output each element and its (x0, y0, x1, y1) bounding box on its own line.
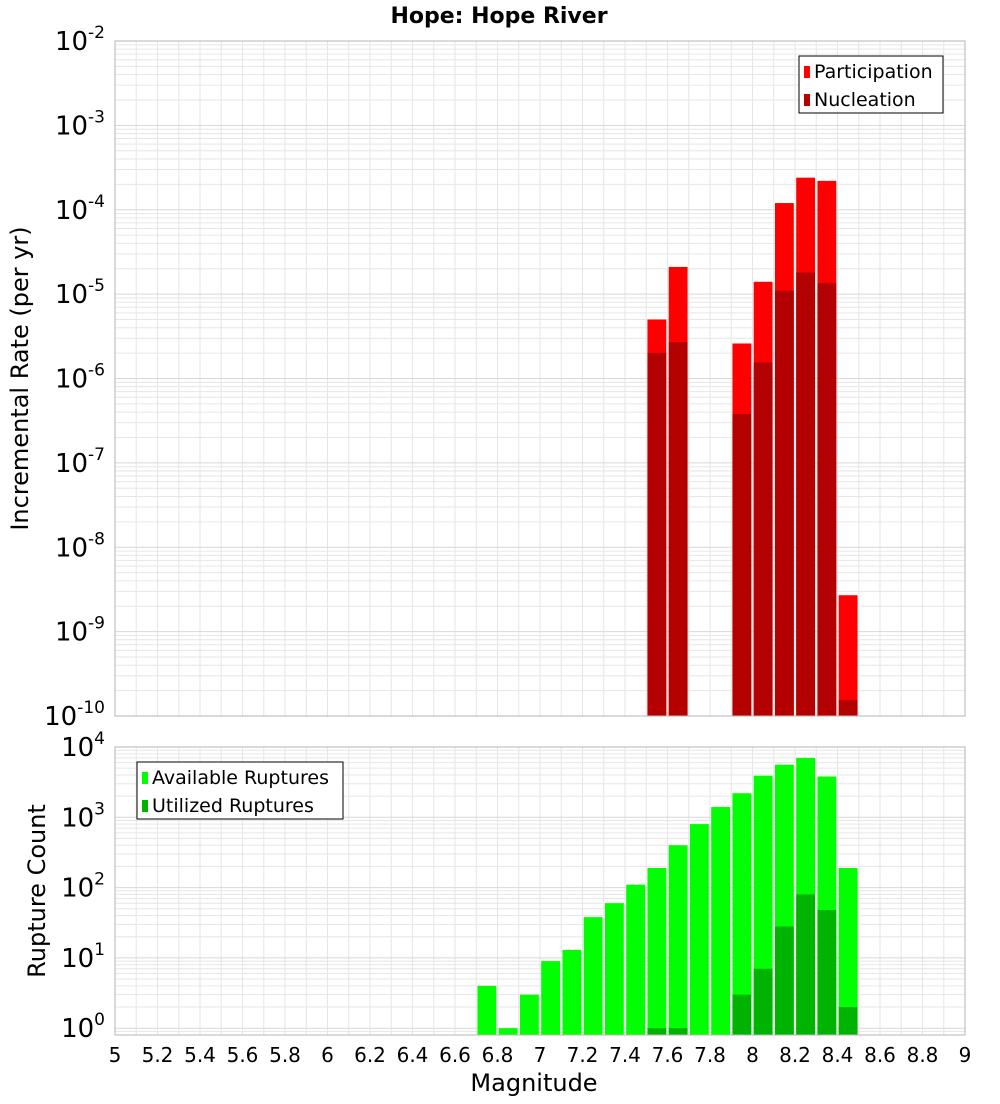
bar-available (519, 994, 539, 1035)
y-tick-label: 10-2 (55, 23, 105, 57)
x-tick-label: 8.8 (907, 1043, 939, 1067)
y-tick-label: 102 (61, 870, 105, 904)
x-tick-label: 8.4 (822, 1043, 854, 1067)
y-tick-label: 10-7 (55, 445, 105, 479)
y-tick-label: 10-6 (55, 361, 105, 395)
y-tick-label: 10-3 (55, 107, 105, 141)
x-axis-label: Magnitude (470, 1069, 597, 1097)
x-tick-label: 7.6 (652, 1043, 684, 1067)
chart-title: Hope: Hope River (390, 4, 607, 29)
x-tick-label: 5.4 (184, 1043, 216, 1067)
x-tick-label: 7.4 (609, 1043, 641, 1067)
bar-nucleation (838, 699, 858, 716)
bar-available (541, 961, 561, 1035)
bar-available (732, 793, 752, 1035)
legend-label: Nucleation (814, 89, 916, 111)
legend-swatch (142, 772, 148, 784)
bar-available (647, 867, 667, 1035)
y-tick-label: 103 (61, 799, 105, 833)
bar-utilized (753, 968, 773, 1035)
y-tick-label: 10-9 (55, 614, 105, 648)
x-tick-label: 6.6 (439, 1043, 471, 1067)
bar-available (668, 845, 688, 1035)
y-tick-label: 10-5 (55, 276, 105, 310)
bar-nucleation (817, 283, 837, 716)
bar-utilized (817, 910, 837, 1035)
bar-available (626, 884, 646, 1035)
bar-available (562, 949, 582, 1035)
bar-nucleation (796, 272, 816, 716)
x-tick-label: 5 (109, 1043, 122, 1067)
x-tick-label: 7 (534, 1043, 547, 1067)
bar-available (477, 985, 497, 1035)
bar-utilized (647, 1028, 667, 1035)
legend-label: Utilized Ruptures (152, 795, 314, 817)
y-tick-label: 100 (61, 1010, 105, 1044)
legend-box-count (136, 761, 344, 820)
x-tick-label: 6.4 (397, 1043, 429, 1067)
legend-box-rate (798, 55, 944, 114)
x-tick-label: 5.8 (269, 1043, 301, 1067)
bar-available (689, 824, 709, 1035)
bar-available (583, 917, 603, 1035)
x-tick-label: 8.2 (779, 1043, 811, 1067)
y-tick-label: 104 (61, 729, 105, 763)
x-tick-label: 7.8 (694, 1043, 726, 1067)
bar-utilized (668, 1028, 688, 1035)
x-tick-label: 8 (746, 1043, 759, 1067)
bar-utilized (796, 894, 816, 1035)
y-tick-label: 10-10 (44, 698, 105, 732)
x-tick-label: 5.6 (227, 1043, 259, 1067)
bar-nucleation (732, 413, 752, 716)
legend-label: Available Ruptures (152, 767, 329, 789)
plot-frame-rate (114, 40, 966, 717)
bar-available (604, 903, 624, 1035)
x-tick-label: 9 (959, 1043, 972, 1067)
y-axis-label: Incremental Rate (per yr) (6, 226, 34, 530)
bar-utilized (732, 994, 752, 1035)
y-tick-label: 10-4 (55, 192, 105, 226)
bar-available (838, 867, 858, 1035)
legend-swatch (804, 94, 810, 106)
legend-swatch (142, 800, 148, 812)
bar-available (498, 1028, 518, 1035)
bar-participation (838, 595, 858, 716)
y-axis-label: Rupture Count (23, 804, 51, 978)
bar-utilized (838, 1007, 858, 1035)
x-tick-label: 8.6 (864, 1043, 896, 1067)
bar-nucleation (774, 290, 794, 716)
x-tick-label: 6 (321, 1043, 334, 1067)
bar-nucleation (753, 362, 773, 716)
y-tick-label: 10-8 (55, 529, 105, 563)
x-tick-label: 6.8 (482, 1043, 514, 1067)
legend-label: Participation (814, 61, 933, 83)
x-tick-label: 6.2 (354, 1043, 386, 1067)
y-tick-label: 101 (61, 940, 105, 974)
bar-available (711, 807, 731, 1035)
bar-utilized (774, 926, 794, 1035)
x-tick-label: 7.2 (567, 1043, 599, 1067)
legend-swatch (804, 66, 810, 78)
bar-nucleation (647, 353, 667, 716)
x-tick-label: 5.2 (142, 1043, 174, 1067)
bar-nucleation (668, 342, 688, 716)
plot-frame-count (114, 746, 966, 1036)
